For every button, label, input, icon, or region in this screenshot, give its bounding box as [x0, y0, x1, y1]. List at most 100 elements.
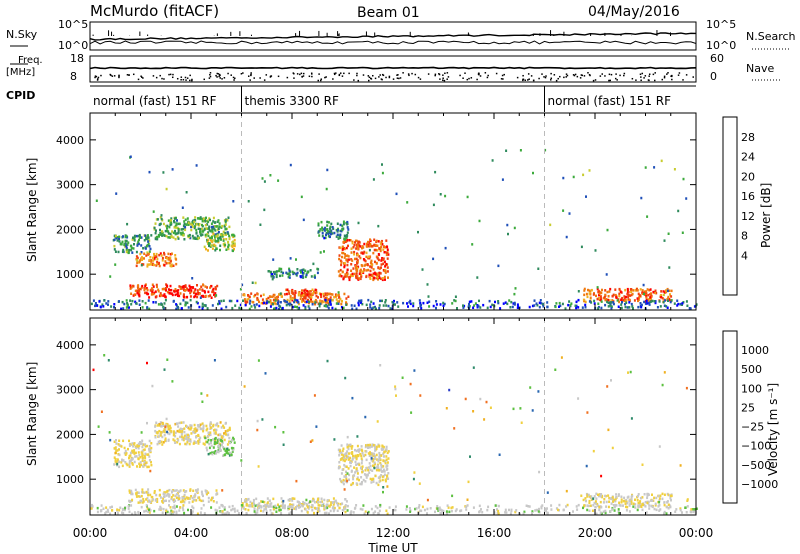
velocity-cell [317, 500, 320, 504]
velocity-cell [349, 464, 352, 468]
power-cell [651, 299, 654, 303]
power-cell [141, 300, 144, 303]
power-cell [467, 305, 470, 308]
power-cell [188, 233, 191, 237]
velocity-cell [172, 433, 175, 437]
velocity-cell [369, 477, 372, 481]
velocity-cell [663, 501, 666, 504]
nave-dot [495, 72, 498, 75]
power-cell [211, 228, 214, 232]
power-cell [336, 228, 339, 232]
velocity-cell [412, 477, 415, 481]
velocity-cell [167, 438, 170, 442]
power-cell [665, 290, 668, 294]
velocity-cell [590, 495, 593, 498]
power-cell [346, 238, 349, 242]
cpid-segment-label: themis 3300 RF [245, 94, 339, 108]
power-cell [344, 275, 347, 278]
power-cell [653, 300, 656, 303]
velocity-cell [594, 502, 597, 505]
power-cell [147, 236, 150, 239]
velocity-cell [681, 511, 683, 514]
power-cell [350, 258, 353, 261]
power-cell [375, 272, 378, 275]
velocity-cell [145, 498, 148, 501]
power-cell [191, 221, 194, 224]
power-cell [233, 238, 236, 242]
velocity-cell [137, 491, 140, 494]
velocity-cell [629, 502, 632, 505]
power-cell [161, 259, 164, 262]
power-cell [681, 231, 684, 234]
power-cell [204, 220, 207, 223]
power-cell [178, 285, 181, 288]
velocity-cell [527, 505, 530, 508]
power-cell [196, 289, 199, 292]
velocity-cell [336, 509, 339, 512]
power-cell [592, 293, 595, 296]
power-x-ticks [89, 113, 697, 310]
nave-dot [356, 72, 358, 75]
power-cell [275, 273, 278, 276]
velocity-cell [266, 497, 269, 500]
power-cell [99, 305, 102, 309]
power-cell [378, 267, 381, 270]
beam-title: Beam 01 [357, 5, 420, 21]
velocity-cell [189, 438, 192, 441]
power-cell [182, 216, 185, 219]
power-cell [342, 240, 345, 244]
power-cell [354, 257, 356, 261]
power-cell [317, 268, 320, 271]
power-cell [136, 259, 139, 262]
velocity-cell [165, 424, 168, 427]
power-cell [688, 307, 691, 310]
power-cell [656, 306, 659, 309]
power-cell [361, 302, 364, 306]
power-cell [379, 299, 382, 303]
power-cell [182, 227, 185, 231]
power-cell [216, 284, 219, 288]
power-cell [200, 234, 203, 237]
colorbar-label: 16 [741, 190, 755, 203]
velocity-cell [359, 452, 362, 456]
power-cell [343, 262, 346, 265]
power-cell [588, 300, 591, 303]
power-cell [589, 296, 592, 299]
power-cell [144, 291, 147, 295]
power-cell [144, 284, 147, 288]
power-cell [247, 200, 250, 203]
power-cell [228, 299, 231, 303]
velocity-cell [131, 458, 133, 461]
velocity-cell [614, 497, 617, 500]
velocity-cell [199, 427, 202, 430]
velocity-cell [356, 472, 359, 475]
power-cell [382, 262, 385, 265]
velocity-cell [217, 450, 220, 454]
velocity-cell [592, 504, 595, 507]
velocity-cell [377, 483, 380, 487]
velocity-cell [460, 509, 463, 512]
power-cell [383, 275, 386, 279]
power-cell [248, 295, 251, 299]
nave-dot [487, 74, 489, 77]
velocity-cell [667, 507, 670, 510]
power-cell [340, 306, 343, 309]
velocity-cell [338, 454, 341, 457]
nave-dot [442, 79, 444, 81]
power-cell [224, 223, 227, 226]
power-cell [377, 266, 380, 269]
velocity-cell [199, 423, 202, 426]
velocity-cell [150, 442, 153, 445]
velocity-cell [386, 464, 389, 468]
power-cell [369, 269, 372, 273]
freq-tick-bottom: 8 [70, 70, 77, 83]
power-cell [153, 228, 156, 231]
velocity-cell [133, 442, 136, 445]
velocity-cell [290, 503, 293, 507]
power-cell [203, 228, 206, 231]
power-cell [334, 295, 337, 298]
velocity-cell [353, 466, 356, 469]
power-cell [377, 278, 379, 281]
nave-dot [277, 75, 280, 78]
velocity-cell [327, 504, 330, 508]
